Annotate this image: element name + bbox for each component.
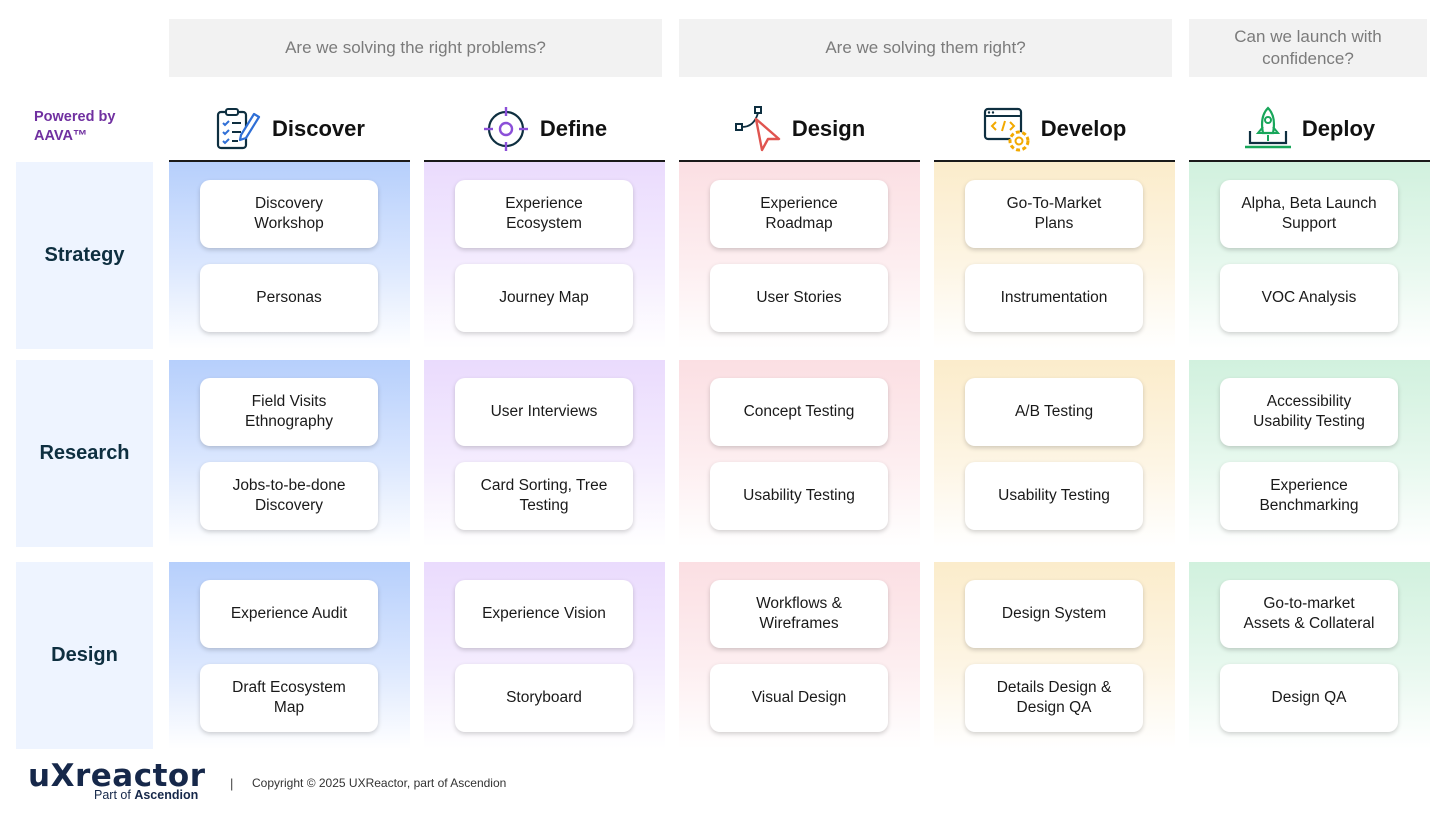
card-draft-ecosystem-map[interactable]: Draft Ecosystem Map [200, 664, 378, 732]
row-label-design: Design [16, 562, 153, 749]
phase-header-deploy: Deploy [1189, 98, 1430, 162]
cell-research-design: Concept Testing Usability Testing [679, 360, 920, 547]
cell-strategy-design: Experience Roadmap User Stories [679, 162, 920, 349]
uxreactor-logo: uXreactor Part of Ascendion [28, 760, 213, 804]
card-card-sorting-tree-testing[interactable]: Card Sorting, Tree Testing [455, 462, 633, 530]
cell-strategy-deploy: Alpha, Beta Launch Support VOC Analysis [1189, 162, 1430, 349]
copyright-text: Copyright © 2025 UXReactor, part of Asce… [252, 776, 507, 790]
card-design-system[interactable]: Design System [965, 580, 1143, 648]
logo-wordmark: uXreactor [28, 758, 206, 794]
card-ab-testing[interactable]: A/B Testing [965, 378, 1143, 446]
phase-label-design: Design [791, 116, 866, 141]
card-details-design-qa[interactable]: Details Design & Design QA [965, 664, 1143, 732]
cell-strategy-develop: Go-To-Market Plans Instrumentation [934, 162, 1175, 349]
card-experience-roadmap[interactable]: Experience Roadmap [710, 180, 888, 248]
row-label-research: Research [16, 360, 153, 547]
cell-strategy-discover: Discovery Workshop Personas [169, 162, 410, 349]
code-window-gear-icon [983, 107, 1030, 152]
card-voc-analysis[interactable]: VOC Analysis [1220, 264, 1398, 332]
card-journey-map[interactable]: Journey Map [455, 264, 633, 332]
phase-label-develop: Develop [1040, 116, 1127, 141]
cell-research-develop: A/B Testing Usability Testing [934, 360, 1175, 547]
card-personas[interactable]: Personas [200, 264, 378, 332]
question-banner-solutions: Are we solving them right? [679, 19, 1172, 77]
row-label-strategy: Strategy [16, 162, 153, 349]
card-usability-testing[interactable]: Usability Testing [965, 462, 1143, 530]
cell-strategy-define: Experience Ecosystem Journey Map [424, 162, 665, 349]
question-banner-problems: Are we solving the right problems? [169, 19, 662, 77]
card-experience-benchmarking[interactable]: Experience Benchmarking [1220, 462, 1398, 530]
clipboard-pencil-icon [216, 108, 261, 150]
phase-header-discover: Discover [169, 98, 410, 162]
phase-header-design: Design [679, 98, 920, 162]
card-instrumentation[interactable]: Instrumentation [965, 264, 1143, 332]
card-alpha-beta-launch-support[interactable]: Alpha, Beta Launch Support [1220, 180, 1398, 248]
question-banner-launch: Can we launch with confidence? [1189, 19, 1427, 77]
powered-by-label: Powered by AAVA™ [34, 109, 116, 144]
phase-label-define: Define [539, 116, 608, 141]
card-discovery-workshop[interactable]: Discovery Workshop [200, 180, 378, 248]
card-design-qa[interactable]: Design QA [1220, 664, 1398, 732]
cell-research-discover: Field Visits Ethnography Jobs-to-be-done… [169, 360, 410, 547]
card-accessibility-usability-testing[interactable]: Accessibility Usability Testing [1220, 378, 1398, 446]
card-user-interviews[interactable]: User Interviews [455, 378, 633, 446]
vector-pen-cursor-icon [734, 106, 781, 152]
card-go-to-market-plans[interactable]: Go-To-Market Plans [965, 180, 1143, 248]
card-visual-design[interactable]: Visual Design [710, 664, 888, 732]
card-concept-testing[interactable]: Concept Testing [710, 378, 888, 446]
phase-header-develop: Develop [934, 98, 1175, 162]
footer-separator: | [230, 776, 234, 791]
cell-design-develop: Design System Details Design & Design QA [934, 562, 1175, 749]
card-field-visits-ethnography[interactable]: Field Visits Ethnography [200, 378, 378, 446]
phase-label-deploy: Deploy [1301, 116, 1376, 141]
cell-research-define: User Interviews Card Sorting, Tree Testi… [424, 360, 665, 547]
card-experience-audit[interactable]: Experience Audit [200, 580, 378, 648]
phase-header-define: Define [424, 98, 665, 162]
logo-subtitle: Part of Ascendion [94, 788, 199, 802]
card-go-to-market-assets-collateral[interactable]: Go-to-market Assets & Collateral [1220, 580, 1398, 648]
target-crosshair-icon [483, 107, 528, 151]
card-experience-ecosystem[interactable]: Experience Ecosystem [455, 180, 633, 248]
cell-design-define: Experience Vision Storyboard [424, 562, 665, 749]
card-user-stories[interactable]: User Stories [710, 264, 888, 332]
cell-design-discover: Experience Audit Draft Ecosystem Map [169, 562, 410, 749]
card-storyboard[interactable]: Storyboard [455, 664, 633, 732]
cell-design-deploy: Go-to-market Assets & Collateral Design … [1189, 562, 1430, 749]
rocket-laptop-icon [1244, 106, 1291, 149]
cell-design-design: Workflows & Wireframes Visual Design [679, 562, 920, 749]
card-usability-testing[interactable]: Usability Testing [710, 462, 888, 530]
phase-label-discover: Discover [272, 116, 365, 141]
card-workflows-wireframes[interactable]: Workflows & Wireframes [710, 580, 888, 648]
card-experience-vision[interactable]: Experience Vision [455, 580, 633, 648]
card-jobs-to-be-done-discovery[interactable]: Jobs-to-be-done Discovery [200, 462, 378, 530]
cell-research-deploy: Accessibility Usability Testing Experien… [1189, 360, 1430, 547]
